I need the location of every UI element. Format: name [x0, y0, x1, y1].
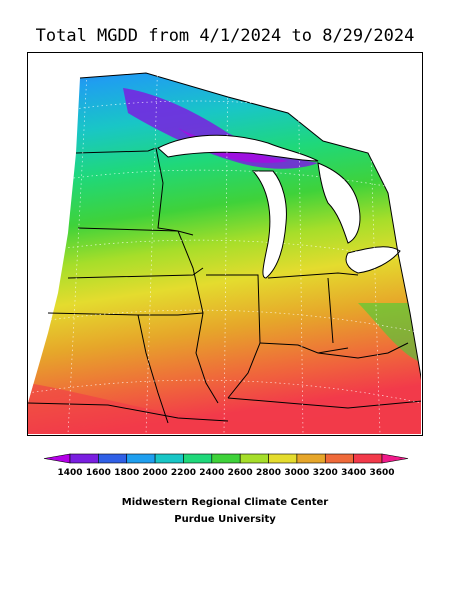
legend-segment — [127, 454, 155, 463]
legend-segment — [98, 454, 126, 463]
legend-segment — [155, 454, 183, 463]
legend-segment — [269, 454, 297, 463]
legend-tick-label: 1600 — [86, 468, 111, 478]
legend-tick-label: 1400 — [57, 468, 82, 478]
legend-color-bar — [44, 454, 408, 463]
legend-tick-label: 2800 — [256, 468, 281, 478]
mgdd-map — [28, 53, 421, 434]
map-panel — [27, 52, 423, 436]
map-title: Total MGDD from 4/1/2024 to 8/29/2024 — [0, 26, 450, 46]
legend-tick-labels: 1400 16001800 200022002400 260028003000 3200… — [57, 468, 394, 478]
legend-tick-label: 2000 — [143, 468, 168, 478]
legend-tick-label: 3600 — [369, 468, 394, 478]
legend-tick-label: 1800 — [114, 468, 139, 478]
legend-arrow-low — [44, 454, 70, 463]
legend-tick-label: 2600 — [228, 468, 253, 478]
legend-segment — [354, 454, 382, 463]
legend-segment — [183, 454, 211, 463]
legend-tick-label: 3200 — [313, 468, 338, 478]
legend-segment — [325, 454, 353, 463]
legend-tick-label: 3000 — [284, 468, 309, 478]
credits: Midwestern Regional Climate Center Purdu… — [0, 494, 450, 528]
credit-line-1: Midwestern Regional Climate Center — [0, 494, 450, 511]
color-legend: 1400 16001800 200022002400 260028003000 3200… — [40, 452, 412, 482]
legend-tick-label: 3400 — [341, 468, 366, 478]
legend-segment — [212, 454, 240, 463]
mgdd-shading — [28, 53, 421, 434]
legend-arrow-high — [382, 454, 408, 463]
credit-line-2: Purdue University — [0, 511, 450, 528]
legend-segment — [70, 454, 98, 463]
legend-tick-label: 2400 — [199, 468, 224, 478]
legend-tick-label: 2200 — [171, 468, 196, 478]
legend-segment — [297, 454, 325, 463]
legend-segment — [240, 454, 268, 463]
